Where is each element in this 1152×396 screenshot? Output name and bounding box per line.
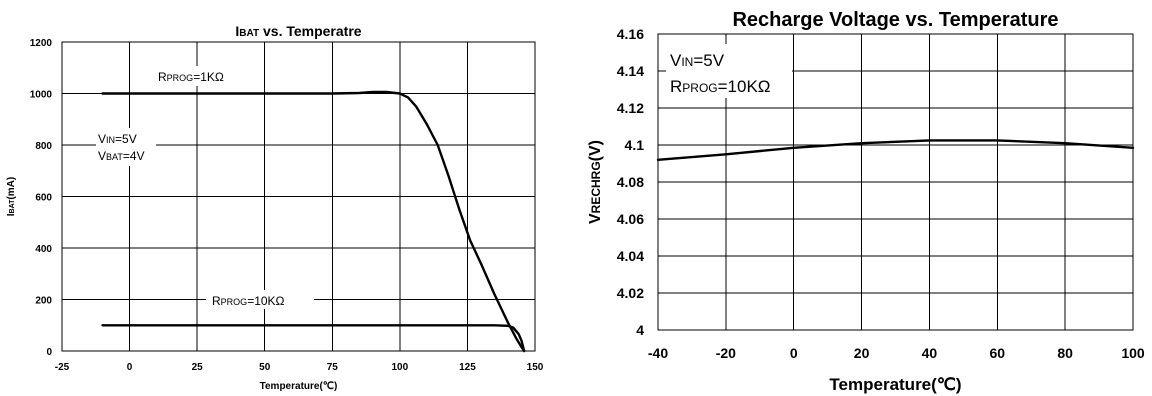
x-tick-label: 40 [922, 345, 938, 361]
plot-frame [61, 41, 536, 352]
y-tick-label: 400 [35, 244, 52, 255]
y-tick-label: 4.12 [617, 100, 644, 116]
x-tick-label: 125 [459, 362, 476, 373]
y-tick-label: 4.14 [617, 63, 644, 79]
annotation-vin: VIN=5V [670, 51, 725, 70]
x-tick-label: 0 [790, 345, 798, 361]
y-tick-label: 4.1 [625, 137, 645, 153]
annotation-rprog-10k: RPROG=10KΩ [670, 77, 771, 96]
annotation-rprog-10k: RPROG=10KΩ [212, 294, 285, 308]
x-tick-label: 0 [127, 362, 133, 373]
y-tick-label: 1200 [30, 38, 53, 49]
y-tick-label: 4.06 [617, 211, 644, 227]
y-tick-label: 0 [46, 347, 52, 358]
x-tick-label: 50 [259, 362, 271, 373]
y-tick-label: 4.16 [617, 26, 644, 42]
plot-frame [657, 33, 1134, 331]
x-tick-label: -25 [55, 362, 70, 373]
chart-title: Recharge Voltage vs. Temperature [732, 9, 1058, 31]
x-tick-label: -40 [648, 345, 668, 361]
y-tick-label: 600 [35, 193, 52, 204]
x-axis-label: Temperature(℃) [260, 381, 338, 392]
x-tick-label: 25 [192, 362, 204, 373]
series-line-rprog-1k [101, 90, 526, 353]
y-tick-label: 4.04 [617, 248, 644, 264]
x-tick-label: 20 [854, 345, 870, 361]
x-axis-label: Temperature(℃) [829, 375, 961, 394]
annotation-vbat: VBAT=4V [98, 149, 145, 163]
y-tick-label: 4.08 [617, 174, 644, 190]
annotation-vin: VIN=5V [98, 132, 137, 146]
recharge-voltage-vs-temperature-chart: -40 -20 0 20 40 60 80 100 4 4.02 4.04 4.06 4.08 4.1 4.… [587, 9, 1145, 394]
ibat-vs-temperature-chart: -25 0 25 50 75 100 125 150020040060080010001200… [6, 23, 544, 392]
y-axis-label: VRECHRG(V) [587, 140, 604, 224]
series-line-vrechrg [656, 139, 1135, 161]
x-tick-label: 60 [989, 345, 1005, 361]
label-background [148, 66, 248, 86]
x-tick-label: 75 [327, 362, 339, 373]
series-line-rprog-10k [101, 324, 526, 353]
x-tick-label: 100 [1121, 345, 1145, 361]
y-tick-label: 800 [35, 141, 52, 152]
y-tick-label: 4.02 [617, 285, 644, 301]
y-tick-label: 200 [35, 296, 52, 307]
y-axis-label: IBAT(mA) [6, 177, 17, 216]
label-background [666, 44, 792, 98]
label-background [206, 290, 314, 309]
chart-title: IBAT vs. Temperatre [235, 23, 361, 39]
y-tick-label: 4 [636, 322, 644, 338]
annotation-rprog-1k: RPROG=1KΩ [158, 70, 224, 84]
y-tick-label: 1000 [30, 90, 53, 101]
label-background [96, 128, 156, 166]
x-tick-label: -20 [716, 345, 736, 361]
x-tick-label: 80 [1057, 345, 1073, 361]
x-tick-label: 150 [527, 362, 544, 373]
x-tick-label: 100 [392, 362, 409, 373]
